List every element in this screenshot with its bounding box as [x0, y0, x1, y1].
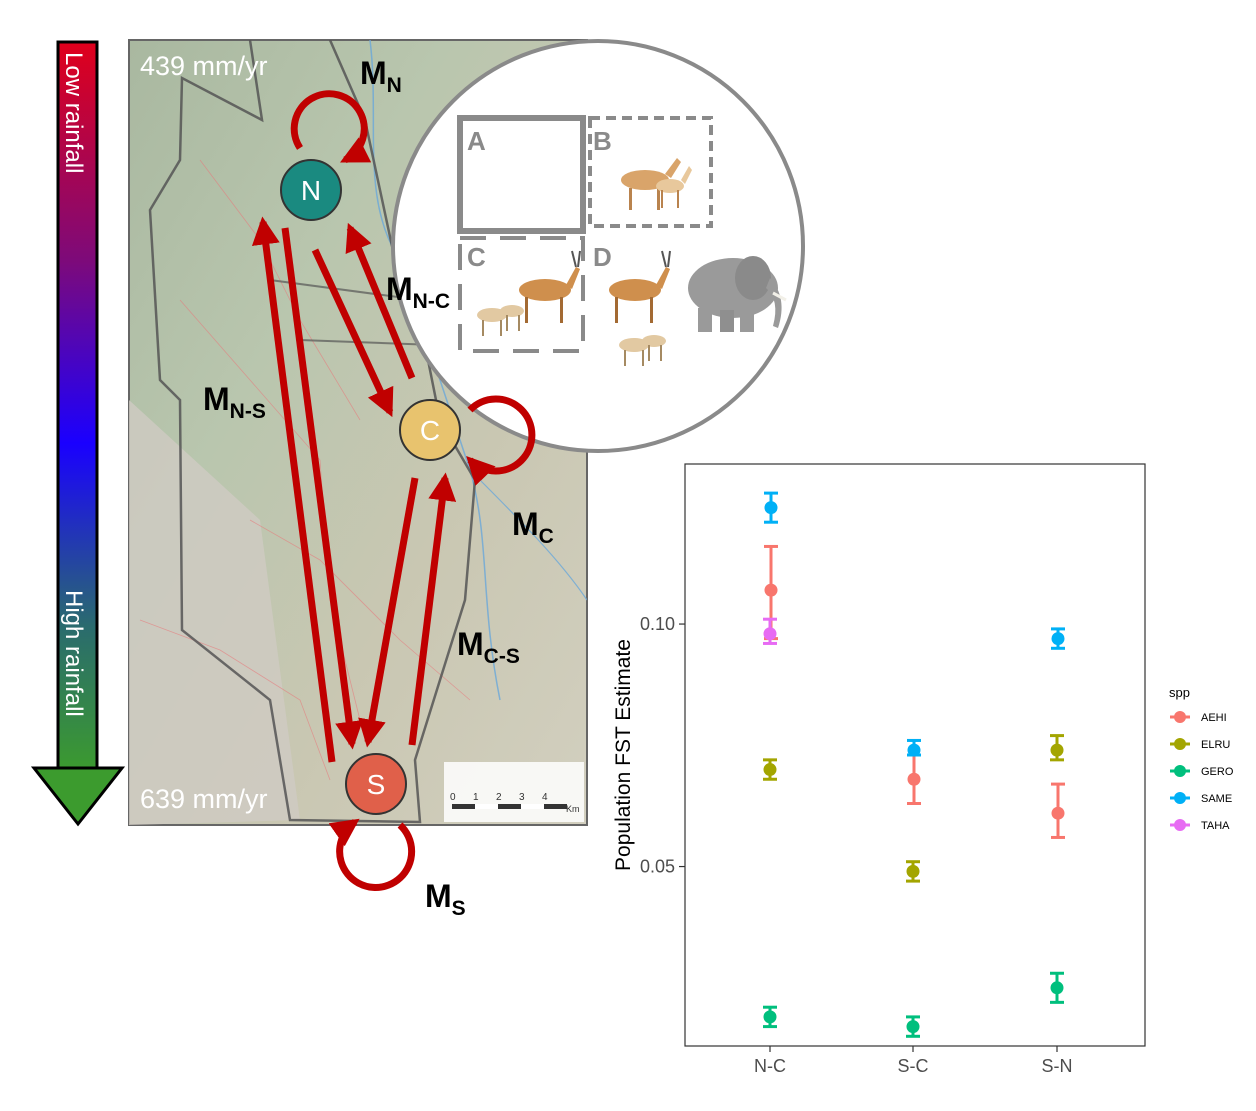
- chart-y-axis-label: Population FST Estimate: [612, 639, 635, 871]
- impala-d-icon: [609, 250, 671, 323]
- elephant-icon: [688, 256, 787, 332]
- scale-tick-0: 0: [450, 792, 456, 803]
- point-same-s-n: [1051, 632, 1065, 646]
- low-rainfall-label: Low rainfall: [60, 52, 87, 173]
- point-same-s-c: [907, 743, 921, 757]
- scale-unit: Km: [566, 804, 580, 814]
- node-north: N: [280, 159, 342, 221]
- node-south: S: [345, 753, 407, 815]
- point-aehi-s-c: [907, 772, 921, 786]
- small-antelope-pair-icon: [477, 305, 524, 336]
- lowland-area: [129, 400, 300, 825]
- chart-legend: spp AEHI ELRU GERO SAME TAHA: [1169, 685, 1234, 832]
- rainfall-gradient-arrow: Low rainfall High rainfall: [30, 40, 126, 827]
- label-mc: MC: [512, 506, 554, 548]
- label-ms: MS: [425, 878, 466, 920]
- legend-label-aehi: AEHI: [1201, 712, 1227, 724]
- point-same-n-c: [764, 501, 778, 515]
- point-gero-s-c: [906, 1020, 920, 1034]
- panel-c-box: [458, 236, 585, 353]
- point-aehi-s-n: [1051, 806, 1065, 820]
- arrow-s-to-c: [408, 472, 457, 746]
- node-north-label: N: [301, 175, 321, 206]
- label-mns: MN-S: [203, 381, 266, 423]
- migration-arrows: [251, 90, 536, 891]
- impala-icon: [519, 250, 581, 323]
- arrow-c-to-n: [345, 222, 416, 380]
- scale-tick-1: 1: [473, 792, 479, 803]
- scale-tick-3: 3: [519, 792, 525, 803]
- top-rainfall-label: 439 mm/yr: [140, 51, 268, 81]
- legend-label-same: SAME: [1201, 793, 1232, 805]
- loop-n: [290, 90, 372, 164]
- legend-label-elru: ELRU: [1201, 739, 1230, 751]
- node-south-label: S: [367, 769, 386, 800]
- small-antelope-d-icon: [619, 335, 666, 366]
- chart-axes: N-C S-C S-N 0.05 0.10: [640, 614, 1073, 1076]
- point-elru-s-c: [906, 864, 920, 878]
- scale-bar: 0 1 2 3 4 Km: [444, 762, 584, 822]
- chart-marks: [763, 491, 1065, 1038]
- high-rainfall-label: High rainfall: [60, 590, 87, 717]
- loop-s: [328, 818, 416, 891]
- label-mnc: MN-C: [386, 271, 450, 313]
- y-tick-label-1: 0.10: [640, 614, 675, 634]
- panel-a-box: [457, 115, 586, 234]
- panel-b-box: [588, 116, 713, 228]
- label-mn: MN: [360, 55, 402, 97]
- point-elru-s-n: [1050, 743, 1064, 757]
- loop-c: [466, 395, 536, 486]
- panel-b-label: B: [593, 126, 612, 156]
- x-tick-label-2: S-N: [1042, 1056, 1073, 1076]
- legend-label-gero: GERO: [1201, 766, 1234, 778]
- legend-key-taha: [1174, 819, 1186, 831]
- arrow-n-to-s-left: [251, 216, 336, 763]
- arrow-n-to-s-right: [281, 227, 363, 750]
- panel-c-label: C: [467, 242, 486, 272]
- bottom-rainfall-label: 639 mm/yr: [140, 784, 268, 814]
- label-mcs: MC-S: [457, 626, 520, 668]
- point-aehi-n-c: [764, 583, 778, 597]
- legend-label-taha: TAHA: [1201, 820, 1230, 832]
- node-central-label: C: [420, 415, 440, 446]
- x-tick-label-0: N-C: [754, 1056, 786, 1076]
- legend-key-aehi: [1174, 711, 1186, 723]
- point-gero-n-c: [763, 1010, 777, 1024]
- point-gero-s-n: [1050, 981, 1064, 995]
- legend-title: spp: [1169, 685, 1190, 700]
- fst-chart: Population FST Estimate N-C S-C S-N 0.05 0.1…: [612, 463, 1234, 1076]
- legend-key-same: [1174, 792, 1186, 804]
- panel-d-label: D: [593, 242, 612, 272]
- arrow-n-to-c: [311, 248, 394, 418]
- panel-a-label: A: [467, 126, 486, 156]
- node-central: C: [399, 399, 461, 461]
- arrow-c-to-s: [358, 477, 419, 748]
- point-elru-n-c: [763, 763, 777, 777]
- scale-tick-4: 4: [542, 792, 548, 803]
- legend-key-gero: [1174, 765, 1186, 777]
- scale-tick-2: 2: [496, 792, 502, 803]
- antelope-pair-icon: [621, 158, 692, 210]
- x-tick-label-1: S-C: [898, 1056, 929, 1076]
- inset-magnifier: A B C D: [391, 39, 805, 453]
- legend-key-elru: [1174, 738, 1186, 750]
- y-tick-label-0: 0.05: [640, 857, 675, 877]
- point-taha-n-c: [763, 627, 777, 641]
